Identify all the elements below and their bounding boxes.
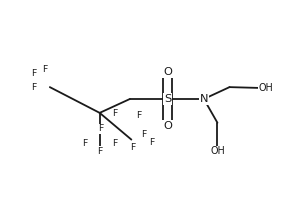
Text: F: F xyxy=(31,69,37,78)
Text: F: F xyxy=(136,111,142,120)
Text: F: F xyxy=(42,65,47,74)
Text: F: F xyxy=(98,124,104,133)
Text: O: O xyxy=(163,67,172,77)
Text: F: F xyxy=(97,147,102,156)
Text: F: F xyxy=(112,139,117,148)
Text: F: F xyxy=(141,129,146,139)
Text: S: S xyxy=(164,94,171,104)
Text: F: F xyxy=(130,143,136,152)
Text: F: F xyxy=(82,139,87,148)
Text: OH: OH xyxy=(259,83,273,92)
Text: OH: OH xyxy=(210,147,225,156)
Text: N: N xyxy=(200,94,208,104)
Text: F: F xyxy=(112,109,117,118)
Text: F: F xyxy=(31,83,37,92)
Text: O: O xyxy=(163,121,172,131)
Text: F: F xyxy=(149,138,155,147)
